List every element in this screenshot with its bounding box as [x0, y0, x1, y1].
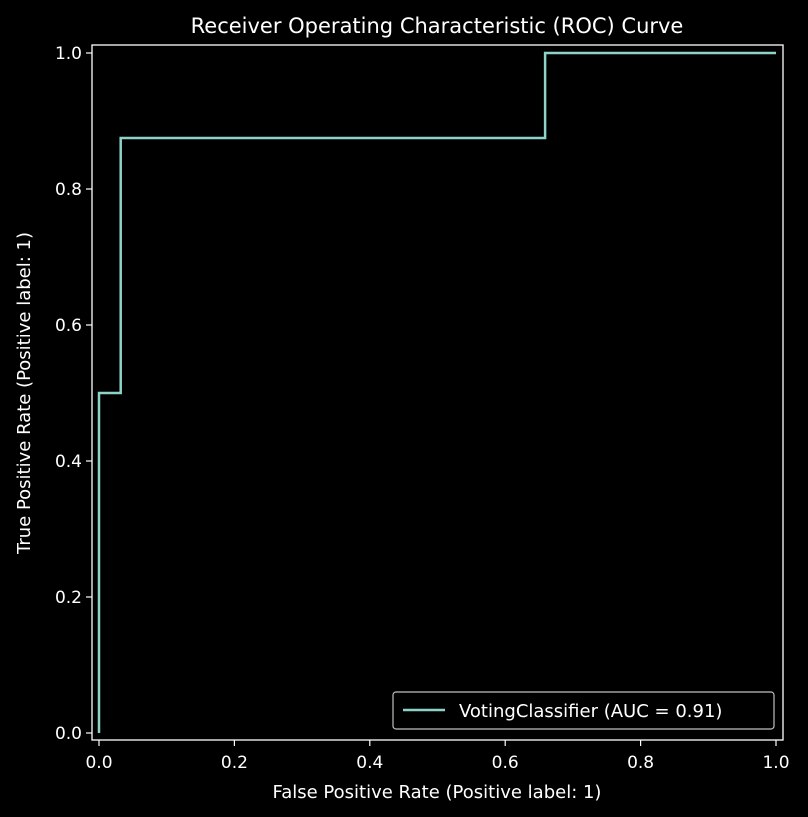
- series-layer: [97, 51, 776, 733]
- axes-frame: [91, 44, 784, 741]
- y-tick-label: 0.6: [55, 316, 82, 336]
- x-tick-label: 0.8: [627, 753, 654, 773]
- y-tick-label: 0.2: [55, 588, 82, 608]
- legend: VotingClassifier (AUC = 0.91): [392, 691, 775, 730]
- y-tick-label: 1.0: [55, 44, 82, 64]
- y-tick-label: 0.0: [55, 724, 82, 744]
- x-axis-ticks: 0.0 0.2 0.4 0.6 0.8 1.0: [85, 740, 790, 773]
- x-tick-label: 0.0: [85, 753, 112, 773]
- y-axis-ticks: 0.0 0.2 0.4 0.6 0.8 1.0: [55, 44, 92, 744]
- plot-area: 0.0 0.2 0.4 0.6 0.8 1.0 0.0 0.2 0.4 0.6 0.8 1.0: [55, 44, 790, 773]
- x-tick-label: 0.4: [356, 753, 383, 773]
- x-tick-label: 0.6: [492, 753, 519, 773]
- chart-title: Receiver Operating Characteristic (ROC) …: [191, 14, 684, 38]
- y-tick-label: 0.4: [55, 452, 82, 472]
- x-axis-label: False Positive Rate (Positive label: 1): [273, 782, 602, 803]
- roc-curve-line: [97, 51, 776, 733]
- legend-label: VotingClassifier (AUC = 0.91): [459, 701, 722, 722]
- x-tick-label: 0.2: [221, 753, 248, 773]
- legend-box: [392, 691, 775, 730]
- y-axis-label: True Positive Rate (Positive label: 1): [14, 232, 35, 555]
- y-tick-label: 0.8: [55, 180, 82, 200]
- x-tick-label: 1.0: [762, 753, 789, 773]
